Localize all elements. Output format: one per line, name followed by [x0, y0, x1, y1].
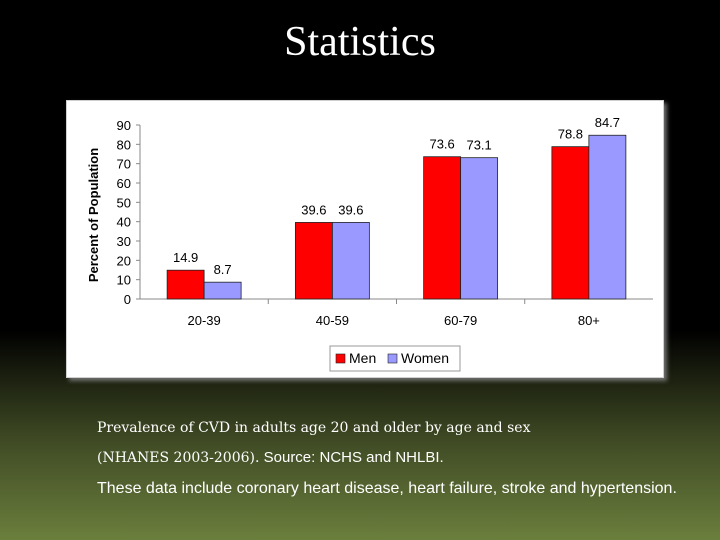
legend-swatch-men	[335, 353, 346, 364]
legend-label-women: Women	[401, 350, 449, 366]
data-label-men: 14.9	[173, 250, 198, 265]
caption-note: These data include coronary heart diseas…	[97, 480, 677, 497]
bar-men-40-59	[294, 222, 333, 300]
bar-men-20-39	[166, 269, 205, 300]
data-label-women: 39.6	[338, 202, 363, 217]
legend-box	[329, 345, 461, 372]
caption-prevalence: Prevalence of CVD in adults age 20 and o…	[97, 420, 531, 436]
x-tick-label: 60-79	[444, 313, 477, 328]
caption-source: (NHANES 2003-2006). Source: NCHS and NHL…	[97, 449, 444, 466]
y-axis-label: Percent of Population	[86, 148, 101, 282]
y-tick-label: 80	[117, 137, 131, 152]
y-tick-label: 50	[117, 195, 131, 210]
bar-men-80plus	[551, 146, 590, 300]
y-tick-label: 30	[117, 234, 131, 249]
bar-women-20-39	[203, 281, 242, 300]
bar-women-40-59	[331, 222, 370, 300]
caption-source-text: Source: NCHS and NHLBI.	[263, 449, 444, 466]
data-label-women: 73.1	[466, 138, 491, 153]
chart-axes: 0 10 20 30 40 50 60 70 80 90 20-39 40-59 60-79 80+	[117, 118, 653, 328]
chart-legend: Men Women	[329, 345, 461, 372]
x-tick-label: 20-39	[188, 313, 221, 328]
legend-swatch-women	[387, 353, 398, 364]
caption-nhanes: (NHANES 2003-2006).	[97, 450, 260, 466]
x-tick-label: 40-59	[316, 313, 349, 328]
y-tick-label: 10	[117, 273, 131, 288]
data-label-men: 73.6	[429, 137, 454, 152]
slide-title: Statistics	[284, 19, 436, 65]
y-tick-label: 70	[117, 157, 131, 172]
bar-men-60-79	[423, 156, 462, 300]
bar-women-80plus	[588, 134, 627, 300]
y-tick-label: 20	[117, 253, 131, 268]
y-tick-label: 60	[117, 176, 131, 191]
data-label-men: 78.8	[558, 127, 583, 142]
bar-chart: Percent of Population 0 10 20 30 40 50 60 70 80 9…	[86, 115, 653, 372]
data-label-women: 8.7	[214, 262, 232, 277]
data-label-men: 39.6	[301, 202, 326, 217]
y-tick-label: 90	[117, 118, 131, 133]
data-label-women: 84.7	[595, 115, 620, 130]
y-tick-label: 40	[117, 215, 131, 230]
y-tick-label: 0	[124, 292, 131, 307]
bar-women-60-79	[460, 157, 499, 300]
chart-bars: 14.9 8.7 39.6 39.6 73.6 73.1 78.8 84.7	[166, 115, 627, 300]
x-tick-label: 80+	[578, 313, 600, 328]
legend-label-men: Men	[349, 350, 376, 366]
chart-frame: Percent of Population 0 10 20 30 40 50 60 70 80 9…	[66, 100, 664, 378]
